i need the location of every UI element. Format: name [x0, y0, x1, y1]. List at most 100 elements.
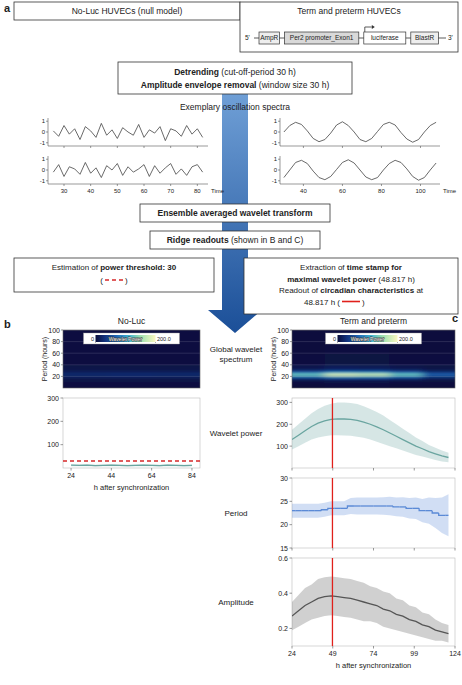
- error-band: [292, 576, 448, 642]
- y-tick: [290, 501, 293, 502]
- x-tick: [455, 548, 456, 551]
- x-tick: [414, 548, 415, 551]
- plot-area: [284, 122, 436, 142]
- frame: [292, 398, 455, 468]
- y-axis-label: Period (hours): [270, 337, 278, 381]
- rich-text: Estimation of power threshold: 30: [52, 263, 177, 272]
- legend-line: [105, 279, 123, 281]
- error-band: [292, 494, 448, 536]
- error-band: [71, 464, 192, 466]
- x-tick: [170, 146, 171, 148]
- y-tick-label: 0.2: [278, 625, 288, 632]
- colorbar: [338, 335, 398, 342]
- grid-line: [63, 353, 200, 354]
- y-tick-label: 300: [276, 399, 288, 406]
- y-tick-label: 60: [281, 350, 289, 357]
- heat-cell: [390, 376, 423, 379]
- y-tick-label: 25: [280, 498, 288, 505]
- heat-cell: [357, 382, 390, 388]
- y-tick-label: 1: [274, 118, 278, 124]
- step-segment: [400, 506, 407, 507]
- y-tick: [290, 628, 293, 629]
- heat-cell: [154, 369, 200, 372]
- colorbar-tick: [397, 342, 398, 343]
- y-tick-label: -1: [40, 140, 46, 146]
- text-segment: Ensemble averaged wavelet transform: [158, 208, 313, 218]
- x-tick: [303, 184, 304, 186]
- x-tick: [292, 548, 293, 551]
- x-tick-label: 99: [410, 650, 418, 657]
- x-axis: [280, 146, 440, 147]
- row-label: Wavelet power: [210, 429, 263, 438]
- y-tick-label: 100: [48, 327, 60, 334]
- heat-cell: [390, 382, 423, 388]
- row-label: Global waveletspectrum: [210, 345, 263, 364]
- y-tick-label: 0.4: [278, 590, 288, 597]
- label: luciferase: [371, 34, 399, 41]
- construct-element: [284, 32, 358, 44]
- y-tick: [46, 159, 48, 160]
- text-segment: Ridge readouts: [167, 235, 229, 245]
- x-axis: [48, 184, 208, 185]
- label: No-Luc HUVECs (null model): [72, 6, 183, 16]
- plot-area: [53, 162, 202, 177]
- y-tick: [278, 132, 280, 133]
- row-label-line: spectrum: [220, 355, 253, 364]
- colorbar: [96, 335, 156, 342]
- rich-text: Extraction of time stamp for: [300, 263, 402, 272]
- data-line: [53, 162, 202, 177]
- rich-text: maximal wavelet power (48.817 h): [287, 275, 415, 284]
- label: Term and preterm HUVECs: [297, 6, 400, 16]
- x-tick: [111, 468, 112, 471]
- x-tick: [71, 468, 72, 471]
- x-tick-label: 60: [339, 188, 346, 194]
- step-segment: [341, 508, 348, 509]
- colorbar-box: [326, 333, 422, 344]
- text-segment: time stamp for: [347, 263, 402, 272]
- text-segment: Extraction of: [300, 263, 347, 272]
- x-tick: [373, 548, 374, 551]
- x-tick: [90, 146, 91, 148]
- y-tick: [61, 398, 64, 399]
- y-tick: [46, 170, 48, 171]
- x-axis-label: Time: [443, 188, 457, 194]
- heat-cell: [422, 382, 455, 388]
- heat-cell: [292, 382, 325, 388]
- heat-cell: [292, 376, 325, 379]
- x-axis-label: h after synchronization: [94, 483, 169, 492]
- heat-cell: [63, 382, 109, 388]
- heat-cell: [109, 382, 155, 388]
- heat-cell: [357, 379, 390, 383]
- text-segment: circadian characteristics: [320, 286, 414, 295]
- heat-cell: [63, 365, 109, 370]
- y-tick-label: 80: [281, 338, 289, 345]
- label: Per2 promoter_Exon1: [290, 34, 354, 42]
- y-tick: [61, 444, 64, 445]
- text-segment: Detrending: [174, 67, 219, 77]
- x-tick: [373, 468, 374, 471]
- step-segment: [321, 509, 328, 511]
- x-tick: [414, 468, 415, 471]
- x-tick: [420, 146, 421, 148]
- y-tick-label: 15: [280, 545, 288, 552]
- y-tick: [46, 142, 48, 143]
- x-tick-label: 70: [167, 188, 174, 194]
- step-segment: [439, 513, 446, 515]
- heat-cell: [109, 353, 155, 365]
- heat-cell: [422, 353, 455, 365]
- x-tick: [197, 184, 198, 186]
- y-tick-label: 300: [47, 395, 59, 402]
- x-tick: [64, 146, 65, 148]
- construct-element: [411, 32, 439, 44]
- reference-line: [63, 460, 200, 461]
- row-label-line: Global wavelet: [210, 345, 263, 354]
- heat-cell: [357, 369, 390, 372]
- heat-cell: [422, 379, 455, 383]
- title: Term and preterm: [340, 316, 407, 326]
- row-label: Amplitude: [218, 598, 254, 607]
- rich-text: Detrending (cut-off-period 30 h): [174, 67, 296, 77]
- y-tick: [290, 446, 293, 447]
- y-tick-label: 100: [47, 441, 59, 448]
- x-tick: [144, 146, 145, 148]
- step-segment: [308, 510, 315, 511]
